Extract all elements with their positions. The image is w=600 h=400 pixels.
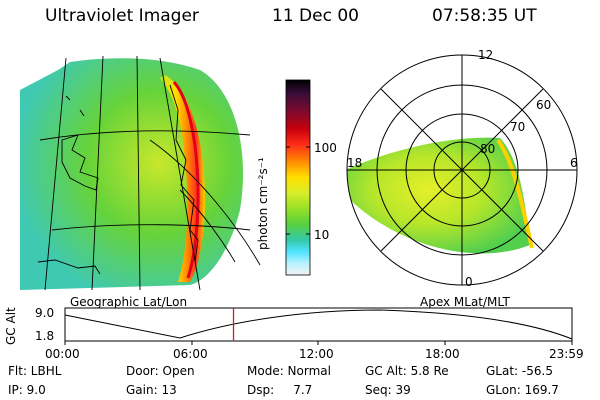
mlt-label-6: 6 xyxy=(570,156,578,170)
mlat-label-70: 70 xyxy=(510,120,526,134)
timeline-ytick-top: 9.0 xyxy=(35,306,55,320)
mlat-label-80: 80 xyxy=(480,142,496,156)
glon-info: GLon: 169.7 xyxy=(486,383,559,397)
timeline-xtick-0600: 06:00 xyxy=(173,347,208,361)
ip-info: IP: 9.0 xyxy=(8,383,46,397)
apex-grid xyxy=(346,54,578,286)
apex-emission-region xyxy=(347,137,530,254)
coastlines xyxy=(37,84,199,275)
instrument-title: Ultraviolet Imager xyxy=(45,6,199,26)
timeline-xtick-1200: 12:00 xyxy=(299,347,334,361)
geo-emission-background xyxy=(20,58,244,290)
auroral-oval-band xyxy=(160,75,205,282)
mlt-label-12: 12 xyxy=(478,48,494,62)
time-label: 07:58:35 UT xyxy=(432,6,537,26)
apex-oval-edge xyxy=(496,138,534,249)
geo-grid-lines xyxy=(39,55,261,291)
mlt-label-0: 0 xyxy=(465,275,473,289)
colorbar-tick-100: 100 xyxy=(314,141,337,155)
gc-alt-info: GC Alt: 5.8 Re xyxy=(365,364,449,378)
gain-info: Gain: 13 xyxy=(126,383,177,397)
mode-info: Mode: Normal xyxy=(247,364,331,378)
timeline-ylabel: GC Alt xyxy=(4,307,18,345)
glat-info: GLat: -56.5 xyxy=(486,364,553,378)
mlat-label-60: 60 xyxy=(536,98,552,112)
timeline-xtick-1800: 18:00 xyxy=(425,347,460,361)
colorbar xyxy=(285,79,311,276)
mlt-label-18: 18 xyxy=(347,156,363,170)
timeline-xtick-2359: 23:59 xyxy=(549,347,584,361)
door-info: Door: Open xyxy=(126,364,195,378)
timeline-xtick-0000: 00:00 xyxy=(45,347,80,361)
dsp-info: Dsp: 7.7 xyxy=(247,383,313,397)
altitude-curve xyxy=(64,309,573,340)
date-label: 11 Dec 00 xyxy=(272,6,359,26)
timeline-ytick-bottom: 1.8 xyxy=(35,329,55,343)
filter-info: Flt: LBHL xyxy=(8,364,62,378)
seq-info: Seq: 39 xyxy=(365,383,411,397)
apex-panel-label: Apex MLat/MLT xyxy=(420,295,510,309)
colorbar-tick-10: 10 xyxy=(314,228,330,242)
auroral-oval-peak xyxy=(172,81,200,279)
geo-panel-label: Geographic Lat/Lon xyxy=(70,295,188,309)
